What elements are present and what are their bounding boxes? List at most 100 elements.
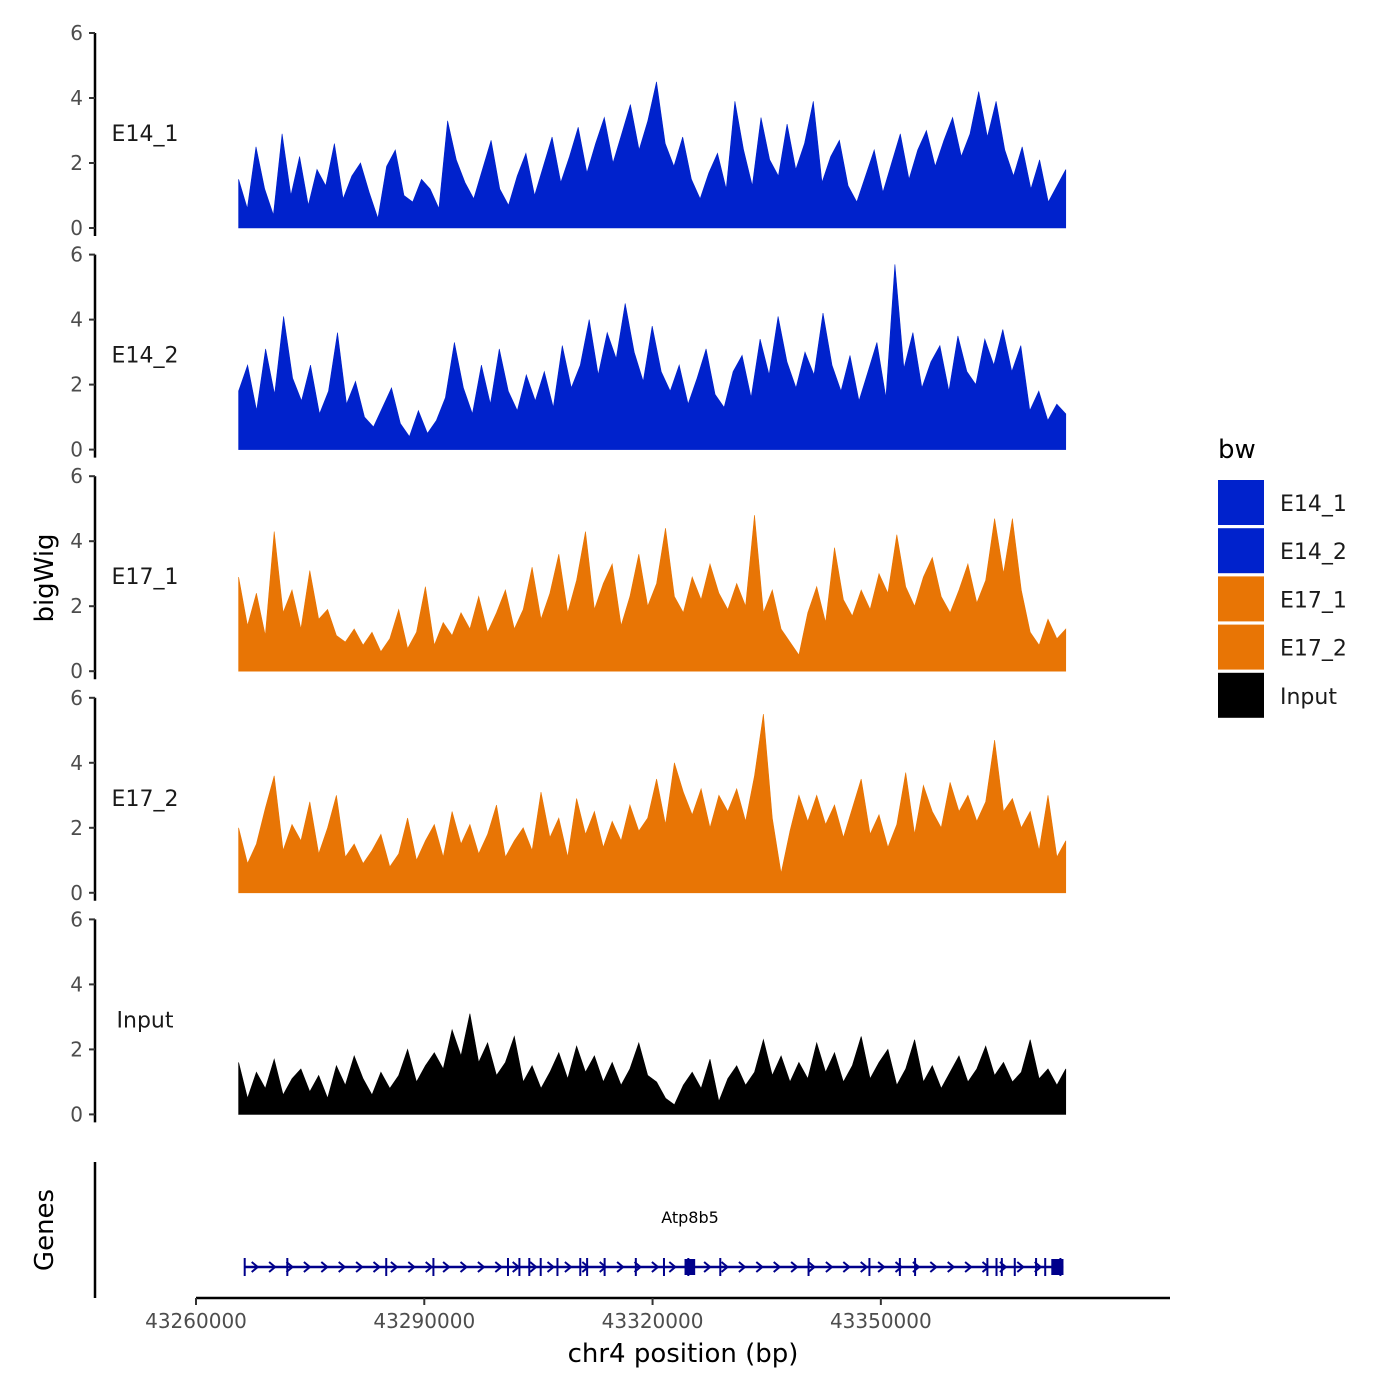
strand-chevron [703,1261,712,1273]
gene-exon [539,1258,542,1276]
y-tick-label: 0 [70,659,83,683]
x-tick-label: 43260000 [145,1309,247,1333]
gene-exon [986,1258,989,1276]
strand-chevron [355,1261,364,1273]
gene-exon [579,1258,582,1276]
strand-chevron [755,1261,764,1273]
legend-swatch [1218,624,1264,670]
track-labels: E14_1 E14_2 E17_1 E17_2 Input [112,122,179,1033]
gene-exon [898,1258,901,1276]
y-tick-label: 4 [70,751,83,775]
gene-exon [528,1258,531,1276]
y-tick-label: 4 [70,308,83,332]
strand-chevron [529,1261,538,1273]
gene-exon [506,1258,509,1276]
coverage-area-e14-1 [238,81,1067,229]
strand-chevron [790,1261,799,1273]
y-tick-label: 0 [70,881,83,905]
gene-exon [1000,1258,1003,1276]
gene-exon [719,1258,722,1276]
coverage-area-input [238,1013,1067,1115]
gene-exon [603,1258,606,1276]
strand-chevron [599,1261,608,1273]
coverage-area-e17-1 [238,515,1067,672]
gene-exon [432,1258,435,1276]
strand-chevron [860,1261,869,1273]
strand-chevron [929,1261,938,1273]
gene-track: Atp8b5 [93,1162,1064,1298]
strand-chevron [720,1261,730,1273]
y-axis-title: bigWig [30,533,60,622]
strand-chevron [564,1261,573,1273]
strand-chevron [459,1261,469,1273]
gene-exon [518,1258,521,1276]
track-label: Input [117,1008,174,1033]
gene-exon [1044,1258,1047,1276]
strand-chevron [981,1261,991,1273]
strand-chevron [477,1261,486,1273]
strand-chevron [338,1261,347,1273]
gene-exon [1013,1258,1016,1276]
y-tick-label: 4 [70,529,83,553]
gene-exon [807,1258,810,1276]
track-label: E14_1 [112,122,179,147]
x-tick-label: 43320000 [602,1309,704,1333]
strand-chevron [407,1261,416,1273]
y-tick-label: 4 [70,972,83,996]
x-axis-title: chr4 position (bp) [568,1339,799,1369]
strand-chevron [372,1261,382,1273]
y-tick-label: 2 [70,373,83,397]
x-axis: 43260000 43290000 43320000 43350000 [145,1296,1170,1333]
strand-chevron [668,1261,677,1273]
y-tick-label: 0 [70,1102,83,1126]
legend-swatch [1218,480,1264,525]
genes-axis-title: Genes [30,1189,60,1271]
gene-exon [995,1258,998,1276]
strand-chevron [964,1261,973,1273]
y-tick-label: 2 [70,151,83,175]
legend-title: bw [1218,435,1256,465]
y-tick-label: 6 [70,464,83,488]
legend-swatch [1218,576,1264,622]
x-tick-label: 43290000 [373,1309,475,1333]
strand-chevron [773,1261,782,1273]
y-tick-label: 0 [70,216,83,240]
strand-chevron [320,1261,329,1273]
strand-chevron [1016,1261,1025,1273]
legend-swatch [1218,528,1264,574]
gene-coding-block [1051,1259,1064,1275]
strand-chevron [825,1261,834,1273]
legend-label: E17_1 [1280,588,1347,613]
track-label: E17_1 [112,565,179,590]
strand-chevron [807,1261,817,1273]
track-label: E14_2 [112,344,179,369]
strand-chevron [268,1261,277,1273]
strand-chevron [651,1261,660,1273]
gene-exon [868,1258,871,1276]
strand-chevron [285,1261,295,1273]
gene-name-label: Atp8b5 [661,1208,719,1227]
strand-chevron [546,1261,556,1273]
y-tick-label: 6 [70,686,83,710]
gene-exon [286,1258,289,1276]
strand-chevron [390,1261,399,1273]
legend-label: E17_2 [1280,637,1347,662]
gene-exon [243,1258,246,1276]
legend-label: E14_2 [1280,540,1347,565]
gene-exon [1035,1258,1038,1276]
strand-chevron [581,1261,590,1273]
y-tick-label: 6 [70,243,83,267]
legend-swatch [1218,672,1264,718]
legend-label: E14_1 [1280,492,1347,517]
y-tick-label: 6 [70,907,83,931]
strand-chevron [877,1261,886,1273]
gene-exon [634,1258,637,1276]
strand-chevron [842,1261,851,1273]
strand-chevron [303,1261,312,1273]
track-label: E17_2 [112,787,179,812]
strand-chevron [947,1261,956,1273]
coverage-area-e14-2 [238,264,1067,450]
y-tick-label: 2 [70,1037,83,1061]
